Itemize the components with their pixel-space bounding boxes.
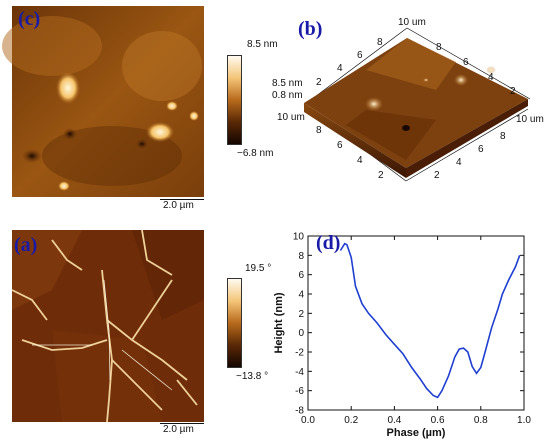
x-tick-label: 0.6 (431, 415, 445, 426)
y-tick-label: 2 (298, 309, 304, 320)
z-label-min: 0.8 nm (272, 90, 303, 101)
y-tick-label: -4 (295, 367, 304, 378)
b-right-up-tick-8: 8 (436, 42, 442, 53)
afm-phase-image (11, 229, 204, 423)
phase-colorbar-min: −13.8 ° (236, 371, 269, 382)
b-low-right-tick-4: 4 (456, 157, 462, 168)
scale-bar-a-label: 2.0 µm (163, 424, 194, 435)
b-right-up-tick-4: 4 (488, 72, 494, 83)
y-tick-label: 8 (298, 251, 304, 262)
height-colorbar (227, 55, 242, 145)
x-tick-label: 0.0 (301, 415, 315, 426)
b-low-left-tick-8: 8 (316, 125, 322, 136)
y-tick-label: 4 (298, 290, 304, 301)
b-right-up-tick-2: 2 (510, 86, 516, 97)
phase-colorbar-max: 19.5 ° (245, 263, 272, 274)
y-tick-label: -8 (295, 406, 304, 417)
x-tick-label: 0.4 (387, 415, 401, 426)
afm-3d-surface (303, 27, 531, 182)
y-tick-label: -6 (295, 386, 304, 397)
b-low-left-tick-2: 2 (378, 170, 384, 181)
y-tick-label: -2 (295, 348, 304, 359)
scale-bar-c (160, 199, 204, 200)
x-tick-label: 0.8 (474, 415, 488, 426)
x-tick-label: 0.2 (344, 415, 358, 426)
b-top-tick-4: 4 (337, 63, 343, 74)
height-profile-chart: 0.0 0.2 0.4 0.6 0.8 1.0 -8 -6 -4 -2 0 2 4 6 8 10 Phase (… (273, 232, 531, 440)
top-axis-label: 10 um (398, 17, 426, 28)
y-tick-label: 6 (298, 270, 304, 281)
right-axis-label: 10 um (516, 114, 544, 125)
z-label-max: 8.5 nm (272, 78, 303, 89)
panel-c-label: (c) (18, 8, 41, 30)
y-tick-label: 10 (293, 232, 305, 243)
panel-a-label: (a) (14, 234, 38, 256)
b-low-left-tick-6: 6 (337, 140, 343, 151)
phase-colorbar (227, 278, 242, 368)
panel-d-label: (d) (316, 232, 341, 254)
scale-bar-a (160, 423, 204, 424)
b-low-right-tick-6: 6 (478, 144, 484, 155)
afm-height-image (2, 6, 204, 197)
scale-bar-c-label: 2.0 µm (163, 200, 194, 211)
height-colorbar-max: 8.5 nm (247, 39, 278, 50)
x-tick-label: 1.0 (517, 415, 531, 426)
series-line (339, 242, 521, 399)
panel-b-label: (b) (298, 18, 323, 40)
x-axis-label: Phase (µm) (387, 427, 446, 439)
y-axis-label: Height (nm) (273, 292, 285, 353)
b-top-tick-6: 6 (357, 50, 363, 61)
y-tick-label: 0 (298, 328, 304, 339)
left-axis-label: 10 um (277, 112, 305, 123)
b-top-tick-2: 2 (316, 77, 322, 88)
b-right-up-tick-6: 6 (463, 57, 469, 68)
b-low-right-tick-2: 2 (434, 170, 440, 181)
b-low-right-tick-8: 8 (500, 131, 506, 142)
b-low-left-tick-4: 4 (357, 155, 363, 166)
b-top-tick-8: 8 (377, 37, 383, 48)
plot-frame (307, 235, 525, 411)
height-colorbar-min: −6.8 nm (237, 148, 274, 159)
